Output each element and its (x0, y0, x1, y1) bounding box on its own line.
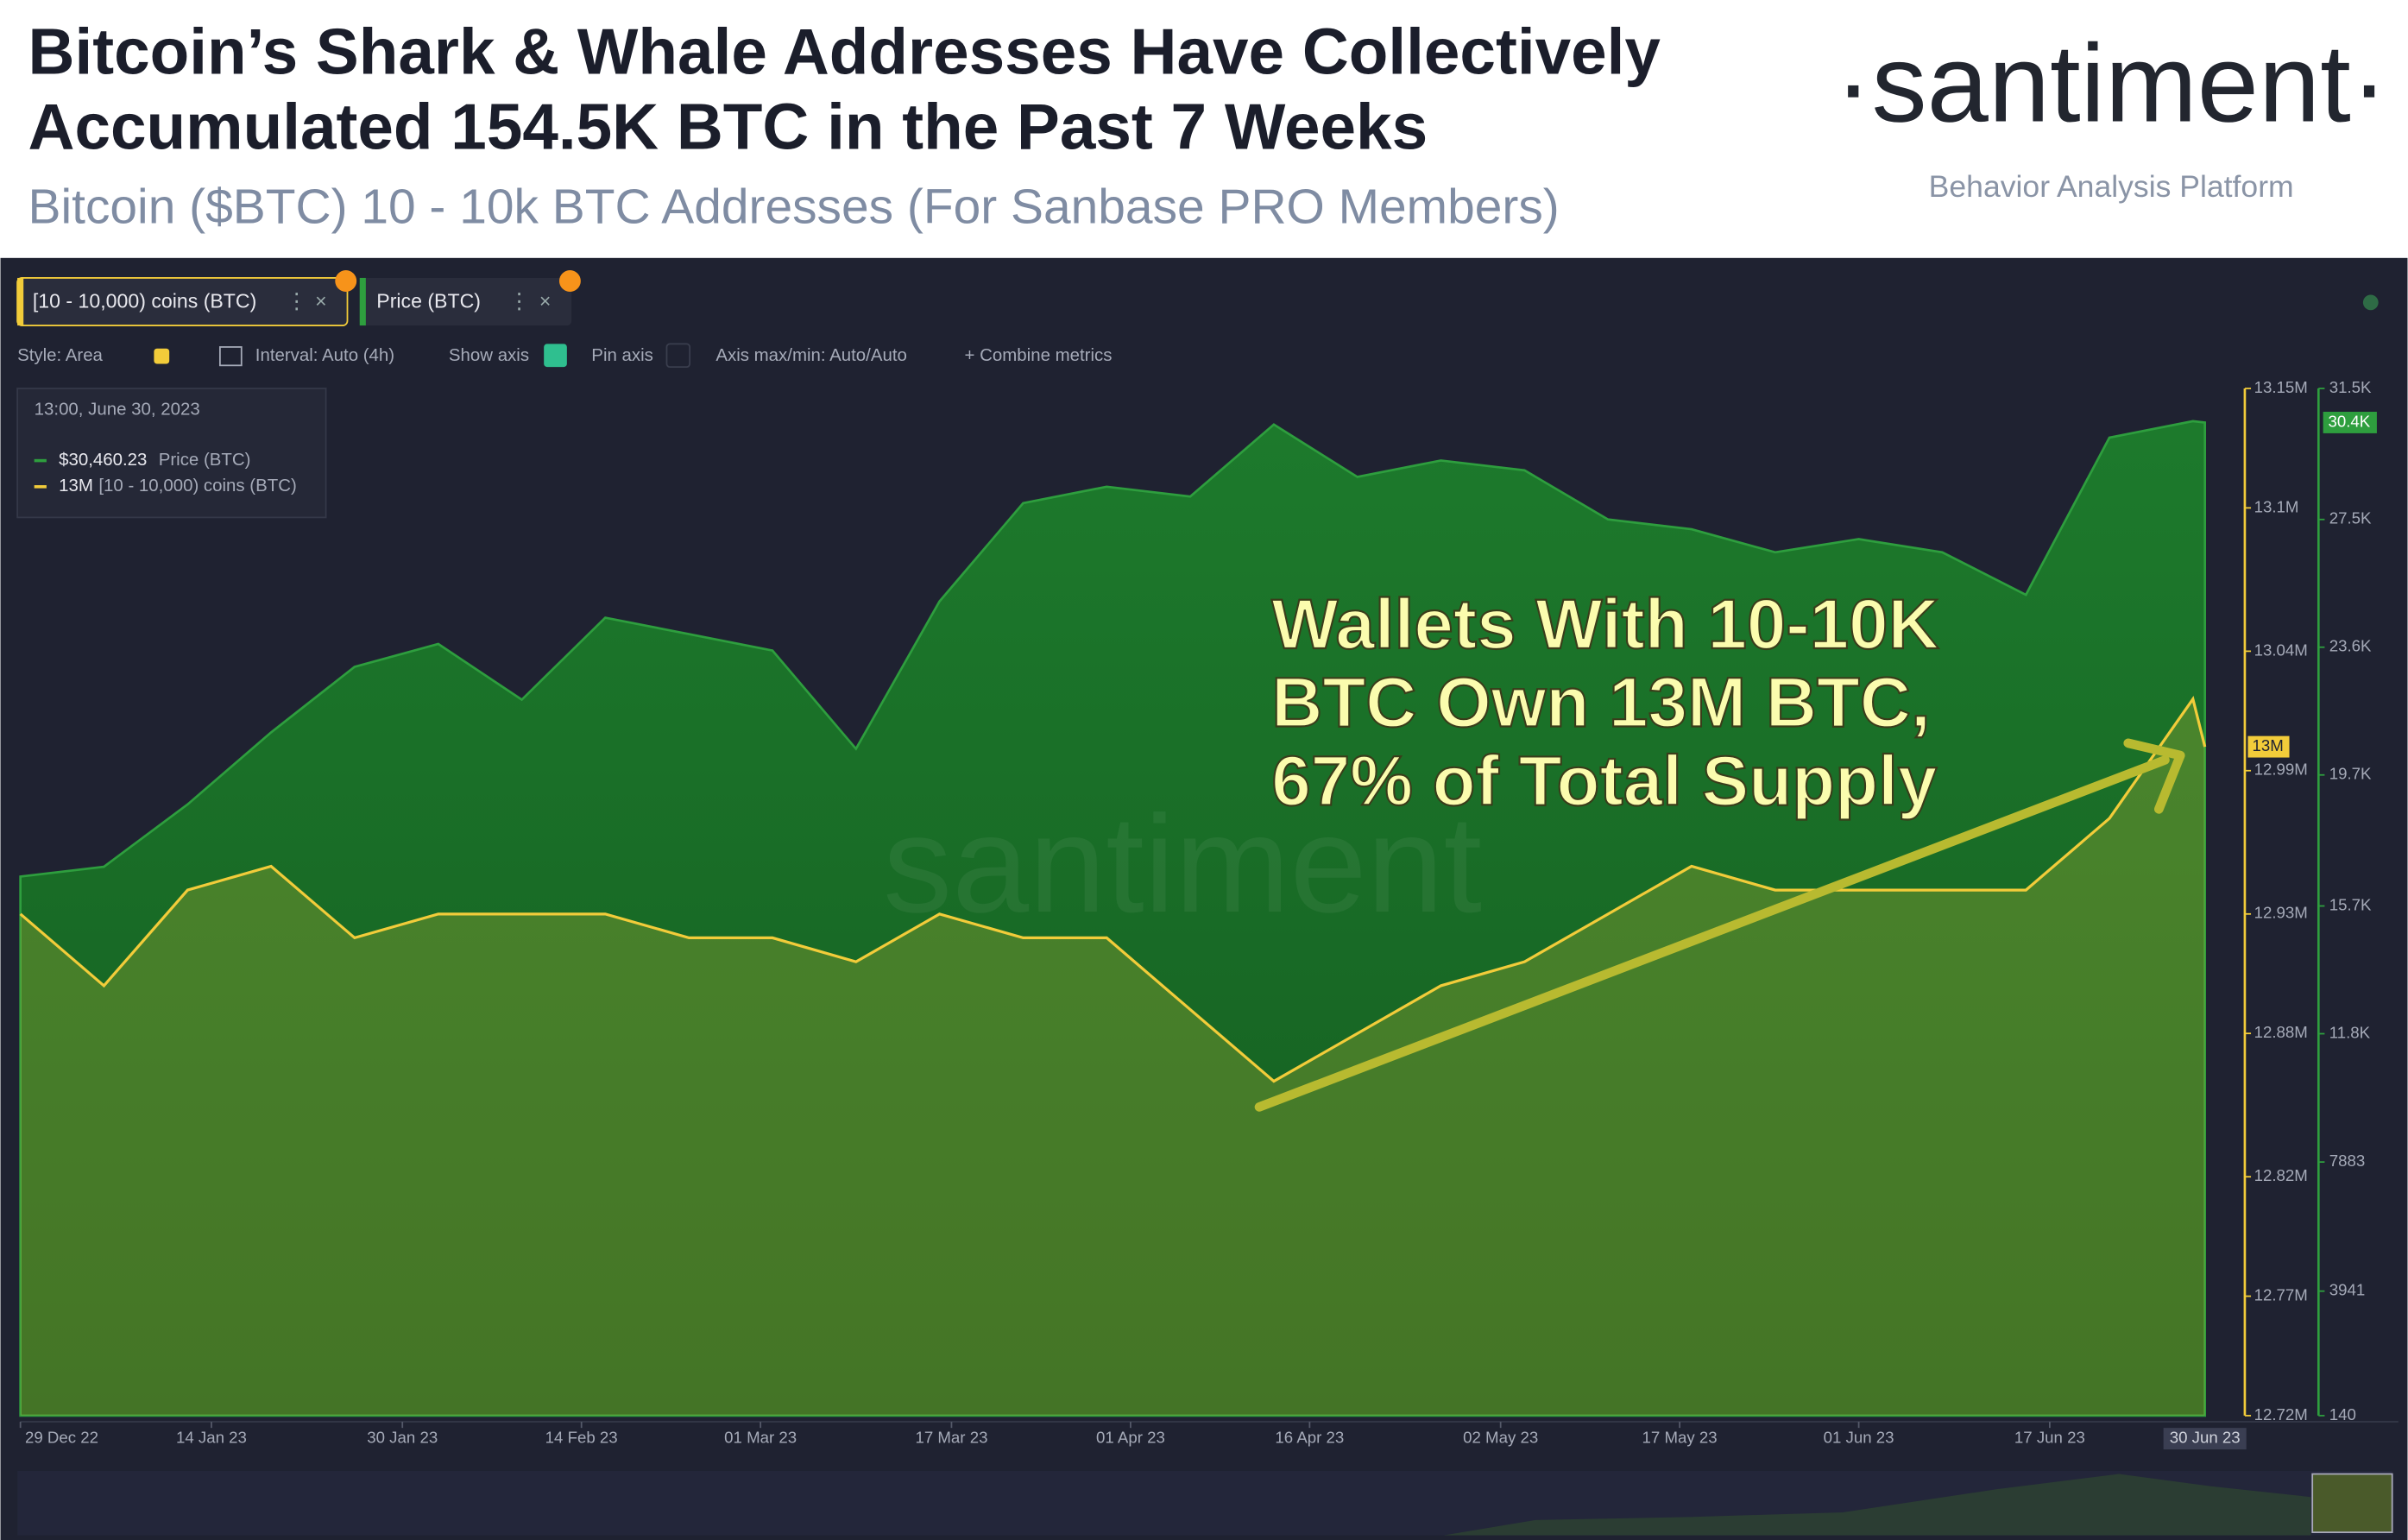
x-tick-label: 01 Apr 23 (1096, 1429, 1165, 1447)
x-current-badge (2163, 1428, 2247, 1450)
x-tick-label: 17 Jun 23 (2014, 1429, 2085, 1447)
tooltip-value: $30,460.23 (59, 450, 147, 470)
navigator-preview (1443, 1474, 2311, 1536)
y-tick-label: 13.04M (2254, 641, 2308, 659)
holdings-area (20, 698, 2205, 1416)
tab-label[interactable]: Price (BTC) (376, 290, 481, 312)
color-swatch[interactable] (154, 348, 170, 364)
annotation-line: BTC Own 13M BTC, (1271, 664, 1930, 742)
toolbar-item[interactable]: + Combine metrics (965, 345, 1113, 365)
x-tick-label: 30 Jan 23 (367, 1429, 438, 1447)
value-badge (2323, 412, 2377, 433)
x-tick-label: 01 Mar 23 (724, 1429, 797, 1447)
plot: 12.72M 12.77M 12.82M 12.88M 12.93M 12.99M 13.0… (19, 378, 2399, 1450)
y2-tick-label: 19.7K (2329, 765, 2372, 783)
tab-close[interactable]: × (539, 290, 552, 312)
x-tick-label: 16 Apr 23 (1275, 1429, 1344, 1447)
annotation-line: Wallets With 10-10K (1271, 585, 1938, 664)
tagline: Behavior Analysis Platform (1929, 169, 2294, 204)
y-tick-label: 12.72M (2254, 1405, 2308, 1423)
y-tick-label: 12.99M (2254, 761, 2308, 779)
value-badge-label: 13M (2252, 736, 2283, 754)
btc-icon (558, 270, 581, 292)
y-tick-label: 12.93M (2254, 904, 2308, 922)
toolbar-item[interactable]: Show axis (449, 345, 529, 365)
x-tick-label: 17 Mar 23 (915, 1429, 987, 1447)
checkbox[interactable] (665, 343, 691, 368)
navigator-window[interactable] (2311, 1473, 2393, 1533)
x-tick-label: 02 May 23 (1463, 1429, 1538, 1447)
tab[interactable] (359, 277, 572, 326)
y2-tick-label: 15.7K (2329, 895, 2372, 913)
toolbar-item[interactable]: Style: Area (17, 345, 103, 365)
watermark: santiment (883, 786, 1482, 941)
btc-icon (335, 270, 357, 292)
y2-tick-label: 31.5K (2329, 378, 2372, 396)
y2-tick-label: 11.8K (2329, 1023, 2371, 1041)
holdings-line (19, 696, 2207, 1083)
price-area (19, 420, 2207, 1417)
tab-close[interactable]: × (315, 290, 327, 312)
tooltip (16, 388, 327, 519)
title-line: Accumulated 154.5K BTC in the Past 7 Wee… (28, 91, 1428, 163)
value-badge (2247, 735, 2290, 758)
subtitle: Bitcoin ($BTC) 10 - 10k BTC Addresses (F… (28, 180, 1560, 235)
y-tick-label: 12.82M (2254, 1166, 2308, 1184)
logo: ·santiment· (1835, 22, 2387, 146)
y2-tick-label: 3941 (2329, 1281, 2366, 1299)
tab-menu[interactable]: ⋮ (508, 289, 530, 313)
y2-tick-label: 140 (2329, 1405, 2356, 1423)
y2-tick-label: 27.5K (2329, 509, 2372, 527)
toolbar-item[interactable]: Axis max/min: Auto/Auto (715, 345, 907, 365)
x-tick-label: 17 May 23 (1642, 1429, 1718, 1447)
tooltip-value: 13M (59, 476, 93, 495)
x-tick-label: 29 Dec 22 (25, 1429, 98, 1447)
interval-icon (218, 346, 243, 367)
arrow-head (2123, 738, 2185, 814)
tooltip-label: [10 - 10,000) coins (BTC) (98, 476, 296, 495)
x-current-label: 30 Jun 23 (2170, 1429, 2241, 1447)
x-tick-label: 14 Feb 23 (545, 1429, 618, 1447)
arrow (1254, 755, 2170, 1112)
annotation: Wallets With 10-10K BTC Own 13M BTC, 67%… (1270, 584, 1940, 822)
tab-accent (17, 277, 24, 326)
annotation-line: 67% of Total Supply (1271, 742, 1938, 820)
tooltip-date: 13:00, June 30, 2023 (35, 399, 200, 419)
y2-tick-label: 23.6K (2329, 637, 2372, 655)
status-dot (2362, 294, 2379, 311)
y-tick-label: 13.1M (2254, 497, 2299, 515)
tab-menu[interactable]: ⋮ (286, 289, 307, 313)
x-tick-label: 01 Jun 23 (1824, 1429, 1894, 1447)
tab-label[interactable]: [10 - 10,000) coins (BTC) (33, 290, 256, 312)
header-bg (0, 0, 2408, 258)
x-tick-label: 14 Jan 23 (176, 1429, 247, 1447)
tab-accent (359, 277, 366, 326)
toolbar-item[interactable]: Pin axis (591, 345, 653, 365)
y-tick-label: 12.77M (2254, 1286, 2308, 1304)
tooltip-label: Price (BTC) (159, 450, 251, 470)
title-line: Bitcoin’s Shark & Whale Addresses Have C… (28, 16, 1661, 88)
y-tick-label: 12.88M (2254, 1023, 2308, 1041)
value-badge-label: 30.4K (2329, 412, 2371, 430)
toolbar-item[interactable]: Interval: Auto (4h) (255, 345, 394, 365)
y2-tick-label: 7883 (2329, 1152, 2366, 1170)
checkbox[interactable] (544, 344, 567, 368)
y-tick-label: 13.15M (2254, 378, 2308, 396)
